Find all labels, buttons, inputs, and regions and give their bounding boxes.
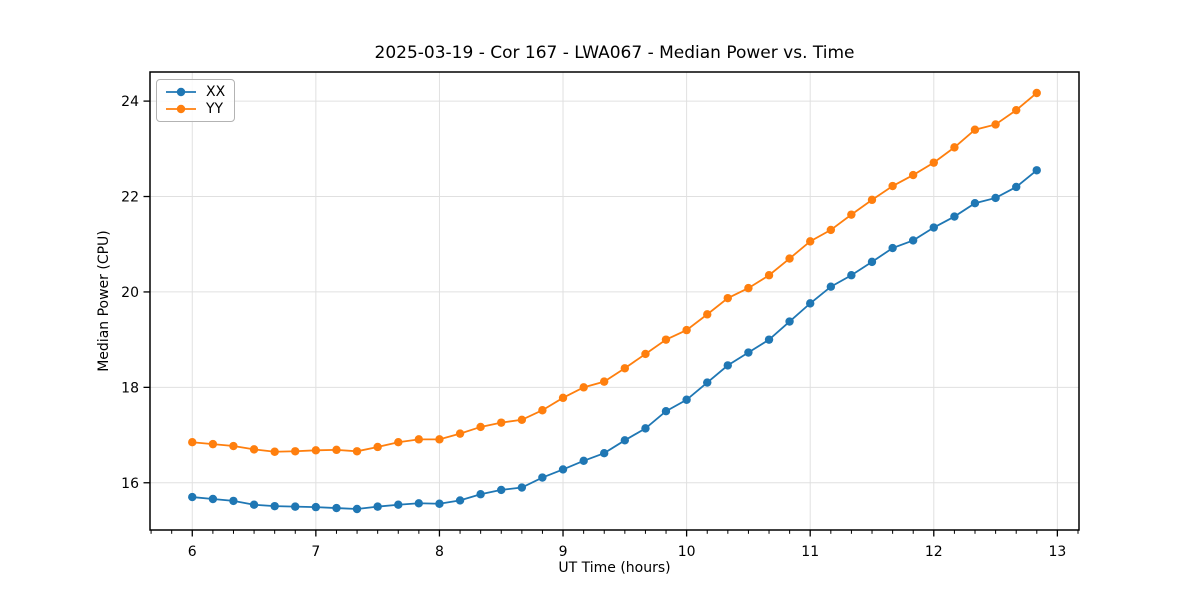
x-tick-label: 12 bbox=[925, 544, 943, 560]
x-tick-label: 6 bbox=[188, 544, 197, 560]
chart-title: 2025-03-19 - Cor 167 - LWA067 - Median P… bbox=[374, 43, 855, 63]
y-tick-label: 20 bbox=[121, 285, 139, 301]
legend-label-xx: XX bbox=[206, 84, 226, 100]
plot-border bbox=[149, 71, 1080, 531]
series-line-yy bbox=[192, 92, 1038, 453]
grid-lines bbox=[150, 72, 1079, 530]
x-tick-label: 13 bbox=[1048, 544, 1066, 560]
x-tick-label: 9 bbox=[559, 544, 568, 560]
y-tick-label: 18 bbox=[121, 380, 139, 396]
y-tick-label: 24 bbox=[121, 94, 139, 110]
legend-item-xx: XX bbox=[164, 84, 225, 100]
x-tick-label: 11 bbox=[801, 544, 819, 560]
x-tick-label: 10 bbox=[678, 544, 696, 560]
legend-label-yy: YY bbox=[206, 101, 224, 117]
axis-ticks bbox=[143, 100, 1079, 537]
series-markers-yy bbox=[188, 88, 1041, 456]
tick-labels: 6 7 8 9 10 11 12 13 16 18 20 22 24 bbox=[121, 94, 1066, 560]
y-tick-label: 16 bbox=[121, 476, 139, 492]
y-axis-label: Median Power (CPU) bbox=[96, 230, 112, 372]
x-tick-label: 7 bbox=[311, 544, 320, 560]
legend-line-marker-icon bbox=[166, 104, 196, 114]
x-tick-label: 8 bbox=[435, 544, 444, 560]
series-line-xx bbox=[192, 169, 1038, 510]
x-axis-label: UT Time (hours) bbox=[558, 560, 671, 576]
series-markers-xx bbox=[188, 166, 1041, 514]
y-tick-label: 22 bbox=[121, 190, 139, 206]
legend-item-yy: YY bbox=[164, 101, 225, 117]
legend-line-marker-icon bbox=[166, 87, 196, 97]
legend: XX YY bbox=[156, 79, 236, 122]
